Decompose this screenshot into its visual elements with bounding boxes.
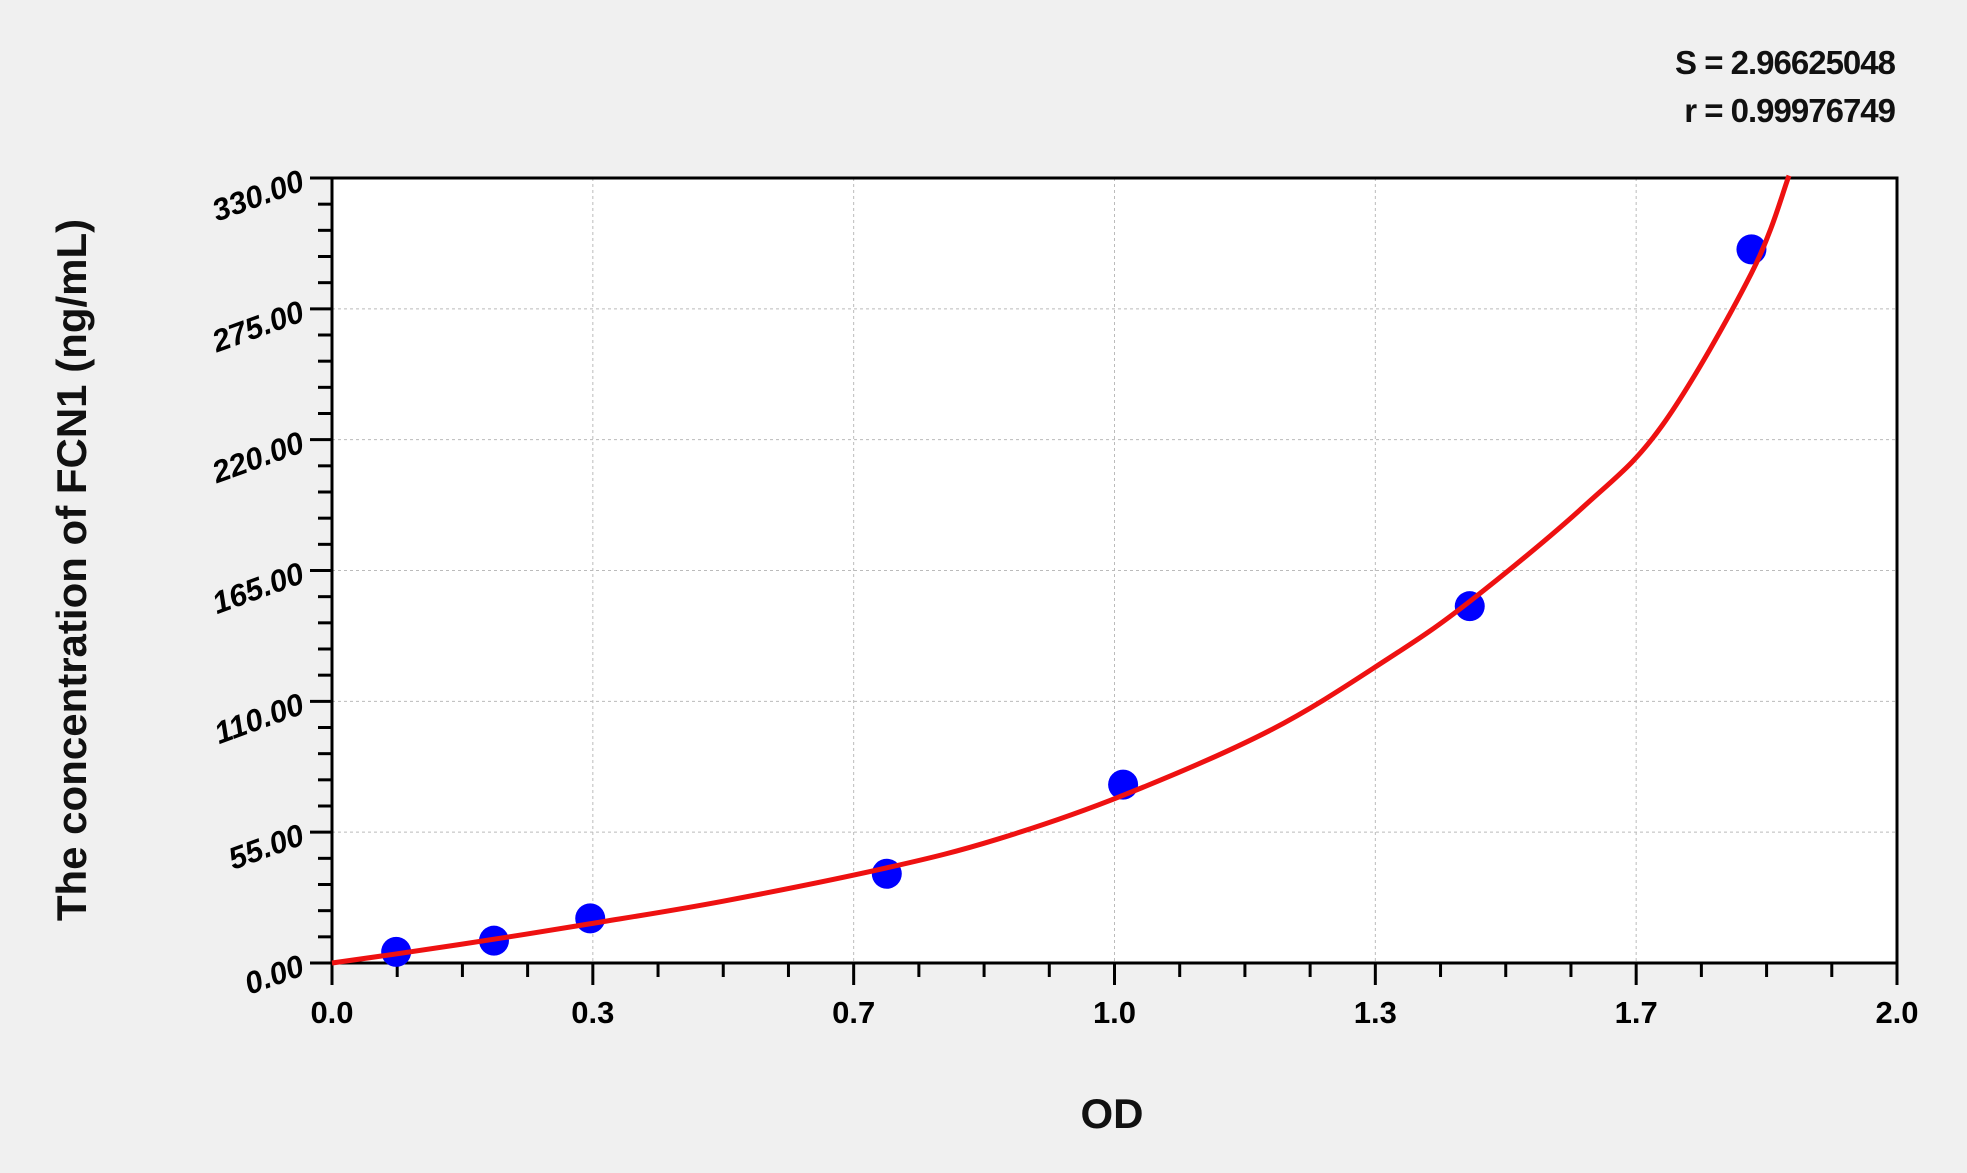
data-point — [575, 903, 606, 934]
y-tick-label: 55.00 — [224, 817, 309, 876]
x-tick-label: 0.0 — [310, 995, 353, 1030]
y-axis-label: The concentration of FCN1 (ng/mL) — [48, 218, 95, 922]
y-tick-label: 275.00 — [206, 294, 308, 360]
y-tick-label: 165.00 — [207, 555, 308, 620]
x-tick-label: 0.7 — [832, 995, 875, 1030]
x-tick-label: 2.0 — [1875, 995, 1918, 1030]
y-tick-label: 0.00 — [240, 948, 309, 1002]
y-tick-label: 110.00 — [210, 686, 309, 751]
annotation-s: S = 2.96625048 — [1675, 44, 1896, 81]
x-axis-label: OD — [1080, 1090, 1144, 1137]
x-tick-label: 1.7 — [1615, 995, 1658, 1030]
y-tick-label: 330.00 — [207, 163, 308, 228]
x-tick-label: 1.3 — [1354, 995, 1397, 1030]
y-tick-label: 220.00 — [206, 425, 308, 491]
x-tick-label: 0.3 — [571, 995, 614, 1030]
annotation-r: r = 0.99976749 — [1684, 92, 1896, 129]
fit-curve — [331, 174, 1792, 966]
x-tick-label: 1.0 — [1093, 995, 1136, 1030]
